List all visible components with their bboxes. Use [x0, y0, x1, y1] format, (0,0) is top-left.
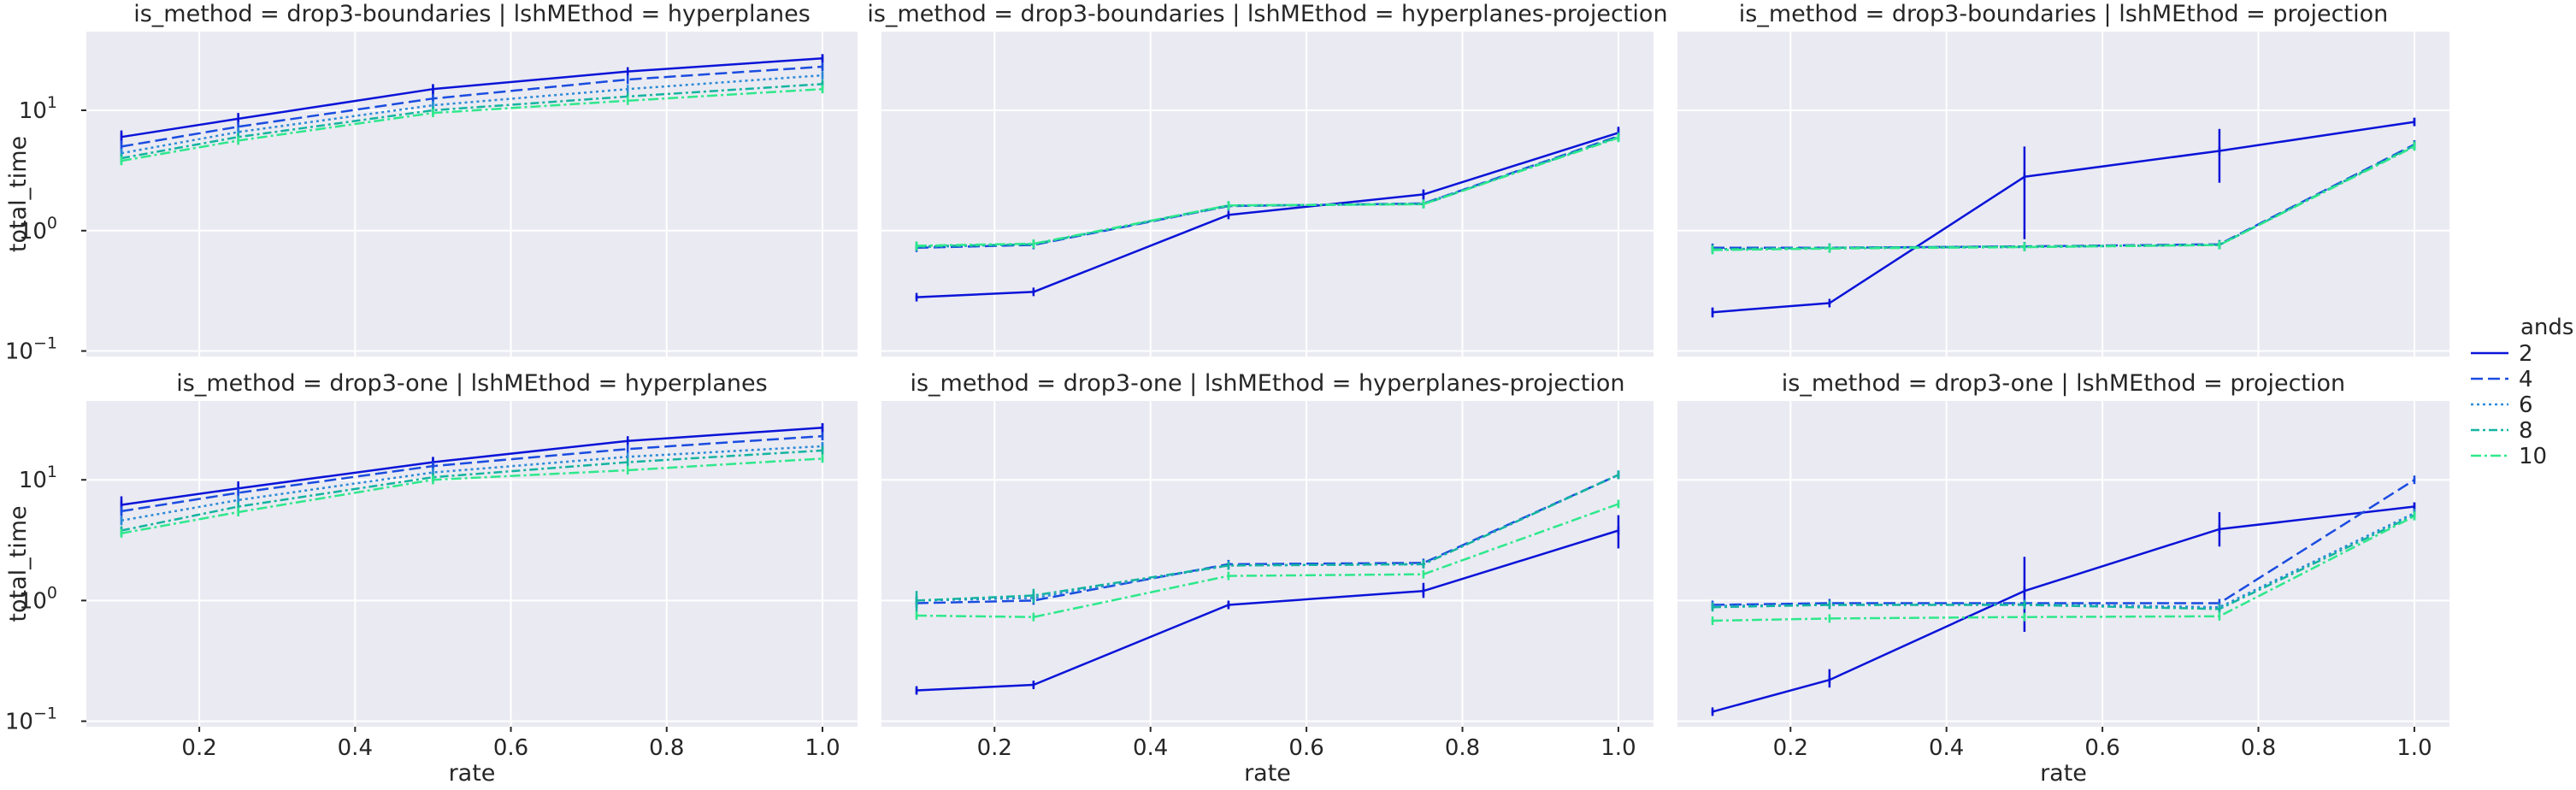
x-tick-label: 0.4: [1929, 735, 1964, 761]
series-line-6: [121, 445, 823, 522]
x-tick-label: 0.6: [493, 735, 528, 761]
panel-title: is_method = drop3-boundaries | lshMEthod…: [1739, 1, 2388, 27]
x-tick-label: 0.4: [338, 735, 373, 761]
legend-label-2: 2: [2519, 341, 2533, 367]
facet-panel-2: is_method = drop3-boundaries | lshMEthod…: [867, 1, 1668, 357]
y-tick-label: 10−1: [5, 705, 57, 735]
y-axis-label: total_time: [5, 136, 32, 252]
x-tick-label: 0.2: [1773, 735, 1808, 761]
legend-label-4: 4: [2519, 367, 2533, 392]
panel-title: is_method = drop3-boundaries | lshMEthod…: [133, 1, 811, 27]
y-tick-label: 100: [19, 583, 57, 614]
panel-title: is_method = drop3-one | lshMEthod = hype…: [176, 370, 767, 397]
facet-panel-4: is_method = drop3-one | lshMEthod = hype…: [5, 370, 858, 787]
legend-label-8: 8: [2519, 418, 2533, 444]
panel-title: is_method = drop3-boundaries | lshMEthod…: [867, 1, 1667, 27]
legend-label-10: 10: [2519, 444, 2547, 469]
panel-title: is_method = drop3-one | lshMEthod = hype…: [910, 370, 1624, 397]
legend-label-6: 6: [2519, 392, 2533, 418]
panel-background: [881, 401, 1653, 727]
x-tick-label: 0.2: [977, 735, 1012, 761]
panel-background: [1677, 401, 2449, 727]
facet-panel-1: is_method = drop3-boundaries | lshMEthod…: [5, 1, 858, 365]
series-line-8: [121, 83, 823, 160]
x-tick-label: 0.8: [649, 735, 684, 761]
x-tick-label: 0.8: [2241, 735, 2276, 761]
x-tick-label: 1.0: [1600, 735, 1636, 761]
y-tick-label: 101: [19, 463, 57, 493]
series-line-10: [1712, 145, 2415, 251]
legend-title: ands: [2520, 315, 2573, 340]
x-tick-label: 1.0: [2396, 735, 2432, 761]
panel-background: [1677, 32, 2449, 357]
facet-panel-6: is_method = drop3-one | lshMEthod = proj…: [1677, 370, 2449, 787]
series-line-6: [121, 74, 823, 155]
x-tick-label: 0.6: [1288, 735, 1323, 761]
x-axis-label: rate: [2040, 760, 2087, 787]
series-line-10: [1712, 515, 2415, 622]
x-axis-label: rate: [1244, 760, 1291, 787]
panel-background: [86, 32, 858, 357]
x-axis-label: rate: [449, 760, 496, 787]
y-axis-label: total_time: [5, 505, 32, 622]
panel-title: is_method = drop3-one | lshMEthod = proj…: [1782, 370, 2345, 397]
series-line-8: [916, 474, 1619, 602]
x-tick-label: 0.2: [181, 735, 216, 761]
x-tick-label: 0.6: [2084, 735, 2119, 761]
facet-panel-5: is_method = drop3-one | lshMEthod = hype…: [881, 370, 1653, 787]
y-tick-label: 10−1: [5, 334, 57, 365]
facet-panel-3: is_method = drop3-boundaries | lshMEthod…: [1677, 1, 2449, 357]
y-tick-label: 100: [19, 214, 57, 245]
panel-background: [86, 401, 858, 727]
x-tick-label: 1.0: [805, 735, 840, 761]
panel-background: [881, 32, 1653, 357]
x-tick-label: 0.4: [1133, 735, 1168, 761]
y-tick-label: 101: [19, 93, 57, 124]
series-line-8: [121, 449, 823, 532]
x-tick-label: 0.8: [1445, 735, 1480, 761]
